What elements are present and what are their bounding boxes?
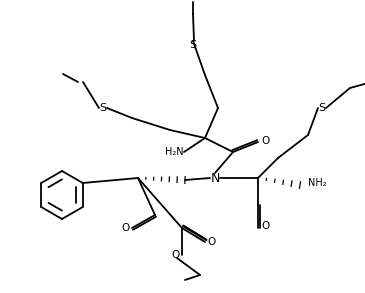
Text: N: N — [210, 171, 220, 185]
Text: S: S — [99, 103, 107, 113]
Text: O: O — [172, 250, 180, 260]
Text: NH₂: NH₂ — [308, 178, 327, 188]
Text: O: O — [122, 223, 130, 233]
Text: O: O — [207, 237, 215, 247]
Text: S: S — [189, 40, 197, 50]
Text: S: S — [318, 103, 326, 113]
Text: O: O — [261, 136, 269, 146]
Text: O: O — [262, 221, 270, 231]
Text: H₂N: H₂N — [165, 147, 183, 157]
